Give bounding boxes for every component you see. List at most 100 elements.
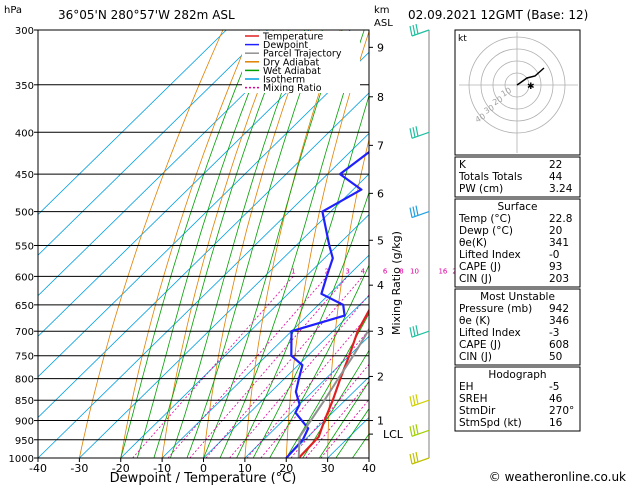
mixing-ratio-label: 10	[410, 267, 419, 275]
hodograph-ring-label: 30	[482, 103, 495, 116]
mixing-ratio-label: 1	[291, 267, 295, 275]
isotherm-line	[79, 173, 369, 458]
index-value: 3.24	[549, 183, 573, 195]
pressure-tick-label: 550	[15, 241, 34, 252]
mixing-ratio-label: 2	[325, 267, 329, 275]
km-tick-label: 1	[377, 415, 384, 428]
index-value: 46	[549, 393, 563, 405]
isotherm-line	[38, 132, 369, 458]
pressure-tick-label: 1000	[9, 454, 34, 465]
index-value: 203	[549, 273, 569, 285]
hodograph-storm-marker: ✱	[527, 82, 535, 92]
copyright-label: © weatheronline.co.uk	[489, 470, 626, 484]
index-label: EH	[459, 381, 474, 393]
index-label: StmSpd (kt)	[459, 417, 522, 429]
hodograph-trace	[516, 67, 545, 86]
index-value: -3	[549, 327, 559, 339]
index-value: 22	[549, 159, 562, 171]
km-tick-label: 7	[377, 139, 384, 152]
pressure-tick-label: 300	[15, 26, 34, 37]
legend-entry: Isotherm	[263, 75, 305, 86]
index-label: StmDir	[459, 405, 496, 417]
index-label: Pressure (mb)	[459, 303, 532, 315]
wind-barbs	[409, 23, 430, 465]
hodograph-ring-label: 20	[491, 94, 504, 107]
wind-barb	[409, 424, 430, 437]
index-label: Totals Totals	[458, 171, 522, 183]
pressure-tick-label: 650	[15, 301, 34, 312]
index-label: SREH	[459, 393, 488, 405]
pressure-tick-label: 750	[15, 352, 34, 363]
pressure-tick-label: 450	[15, 170, 34, 181]
index-label: CIN (J)	[459, 273, 492, 285]
temperature-tick-label: -10	[153, 462, 171, 475]
wind-barb	[409, 325, 430, 338]
isotherm-line	[38, 30, 268, 256]
wind-barb	[409, 394, 430, 407]
temperature-tick-label: 10	[238, 462, 252, 475]
height-unit-label-2: ASL	[374, 18, 393, 29]
pressure-tick-label: 900	[15, 417, 34, 428]
mixing-ratio-axis-title: Mixing Ratio (g/kg)	[390, 231, 403, 335]
index-label: PW (cm)	[459, 183, 503, 195]
km-tick-label: 4	[377, 279, 384, 292]
wet-adiabat-line	[302, 349, 369, 458]
index-value: 346	[549, 315, 569, 327]
legend-entry: Dry Adiabat	[263, 57, 320, 68]
index-value: 942	[549, 303, 569, 315]
pressure-tick-label: 400	[15, 128, 34, 139]
temperature-tick-label: -20	[112, 462, 130, 475]
height-unit-label-1: km	[374, 5, 390, 16]
x-axis-title: Dewpoint / Temperature (°C)	[110, 471, 297, 486]
wet-adiabat-line	[335, 408, 369, 458]
mixing-ratio-label: 8	[399, 267, 403, 275]
pressure-tick-label: 500	[15, 208, 34, 219]
index-value: -0	[549, 249, 559, 261]
pressure-unit-label: hPa	[4, 5, 22, 16]
isotherm-line	[38, 30, 310, 297]
index-value: 20	[549, 225, 562, 237]
index-value: 22.8	[549, 213, 572, 225]
wet-adiabat-line	[285, 312, 369, 458]
km-tick-label: 6	[377, 187, 384, 200]
isotherm-line	[38, 30, 227, 216]
mixing-ratio-label: 4	[361, 267, 366, 275]
wind-barb	[409, 23, 430, 37]
legend-entry: Temperature	[262, 32, 323, 43]
legend-entry: Parcel Trajectory	[263, 49, 342, 60]
pressure-axis: 300 350 400 450 500 550 600 650 700 750 800 850 900 9…	[9, 26, 38, 465]
isotherm-line	[244, 335, 369, 458]
lcl-label: LCL	[383, 428, 404, 441]
height-km-axis: 1 2 3 4 5 6 7 8 9 LCL	[369, 41, 404, 441]
temperature-tick-label: -40	[29, 462, 47, 475]
index-value: 50	[549, 351, 562, 363]
series-parcel-trajectory	[297, 327, 369, 458]
km-tick-label: 3	[377, 325, 384, 338]
wind-barb	[409, 126, 430, 139]
mixing-ratio-label: 16	[438, 267, 447, 275]
pressure-tick-label: 700	[15, 327, 34, 338]
isotherm-line	[161, 254, 369, 458]
wet-adiabat-line	[319, 380, 369, 458]
isotherm-line	[38, 30, 351, 337]
index-value: 270°	[549, 405, 574, 417]
indices-most-unstable-box	[454, 288, 581, 366]
isotherm-line	[203, 295, 369, 458]
wind-barb	[409, 451, 430, 465]
series-dewpoint	[285, 150, 369, 458]
index-label: Dewp (°C)	[459, 225, 513, 237]
index-label: CAPE (J)	[459, 339, 501, 351]
pressure-tick-label: 350	[15, 81, 34, 92]
km-tick-label: 5	[377, 234, 384, 247]
indices-hodograph-title: Hodograph	[488, 369, 546, 381]
pressure-tick-label: 800	[15, 375, 34, 386]
index-value: 93	[549, 261, 562, 273]
legend-entry: Dewpoint	[263, 40, 308, 51]
indices-most-unstable-title: Most Unstable	[480, 291, 555, 303]
legend-entry: Wet Adiabat	[263, 66, 321, 77]
pressure-tick-label: 950	[15, 436, 34, 447]
temperature-tick-label: -30	[70, 462, 88, 475]
pressure-tick-label: 850	[15, 396, 34, 407]
